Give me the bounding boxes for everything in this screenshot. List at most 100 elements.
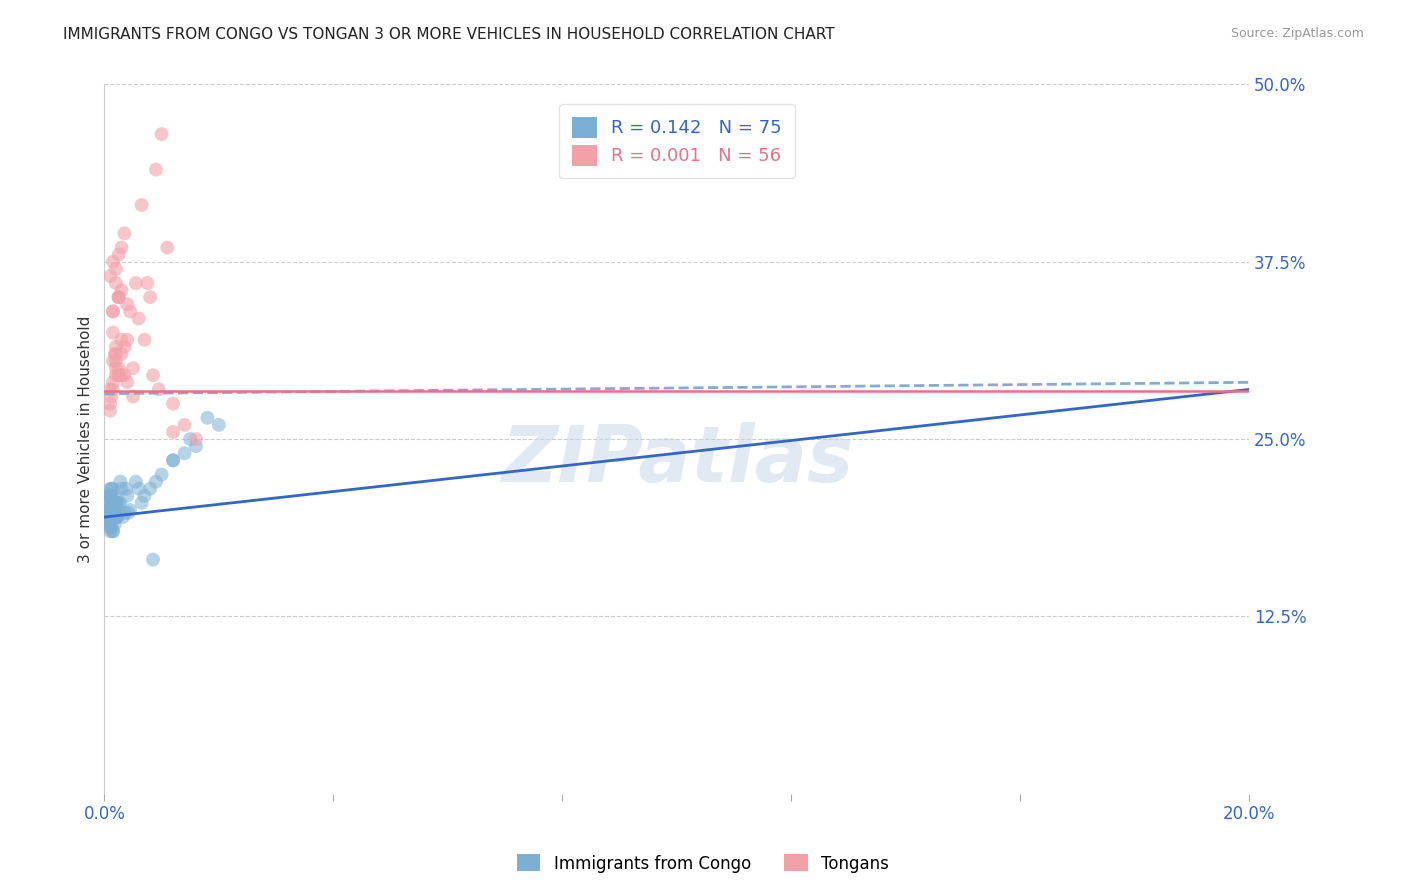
Point [162,453,184,467]
Point [98,383,121,397]
Point [131,496,153,510]
Point [110,368,132,383]
Point [100,496,122,510]
Point [104,510,127,524]
Point [101,326,124,340]
Point [110,475,132,489]
Text: Source: ZipAtlas.com: Source: ZipAtlas.com [1230,27,1364,40]
Point [105,496,128,510]
Point [148,383,170,397]
Point [128,311,150,326]
Point [145,475,167,489]
Point [128,482,150,496]
Point [101,376,124,390]
Point [101,524,124,539]
Point [104,354,127,368]
Point [97,517,120,532]
Point [107,290,129,304]
Point [104,503,127,517]
Point [104,517,127,532]
Point [173,417,195,432]
Point [101,304,124,318]
Point [120,304,142,318]
Point [117,489,139,503]
Legend: Immigrants from Congo, Tongans: Immigrants from Congo, Tongans [510,847,896,880]
Point [100,503,122,517]
Point [117,506,139,520]
Point [112,368,135,383]
Point [184,439,207,453]
Point [184,432,207,446]
Point [112,506,135,520]
Point [110,333,132,347]
Point [105,510,128,524]
Point [101,304,124,318]
Point [104,361,127,376]
Point [101,503,124,517]
Point [97,514,120,528]
Point [97,510,120,524]
Point [107,361,129,376]
Point [104,510,127,524]
Point [110,482,132,496]
Point [101,482,124,496]
Point [100,496,122,510]
Point [104,510,127,524]
Point [120,503,142,517]
Y-axis label: 3 or more Vehicles in Household: 3 or more Vehicles in Household [79,316,93,563]
Point [142,552,165,566]
Point [139,482,162,496]
Point [100,390,122,404]
Point [101,506,124,520]
Legend: R = 0.142   N = 75, R = 0.001   N = 56: R = 0.142 N = 75, R = 0.001 N = 56 [560,104,794,178]
Point [98,268,121,283]
Point [179,432,201,446]
Point [197,410,219,425]
Point [100,489,122,503]
Point [112,340,135,354]
Point [134,333,156,347]
Point [115,482,138,496]
Point [98,524,121,539]
Point [100,510,122,524]
Point [104,496,127,510]
Point [107,368,129,383]
Point [97,503,120,517]
Point [104,276,127,290]
Point [98,403,121,417]
Point [125,475,148,489]
Point [104,340,127,354]
Point [104,496,127,510]
Point [104,496,127,510]
Point [100,482,122,496]
Point [110,241,132,255]
Point [107,496,129,510]
Point [131,198,153,212]
Point [98,510,121,524]
Point [101,354,124,368]
Point [156,241,179,255]
Point [97,503,120,517]
Point [98,482,121,496]
Point [104,510,127,524]
Point [122,361,145,376]
Point [104,510,127,524]
Point [107,247,129,261]
Point [110,283,132,297]
Point [104,347,127,361]
Point [97,520,120,534]
Point [125,276,148,290]
Point [104,503,127,517]
Point [107,290,129,304]
Point [173,446,195,460]
Point [162,425,184,439]
Point [117,297,139,311]
Point [208,417,231,432]
Point [117,376,139,390]
Point [98,396,121,410]
Point [101,524,124,539]
Point [104,489,127,503]
Point [101,383,124,397]
Point [98,510,121,524]
Point [100,520,122,534]
